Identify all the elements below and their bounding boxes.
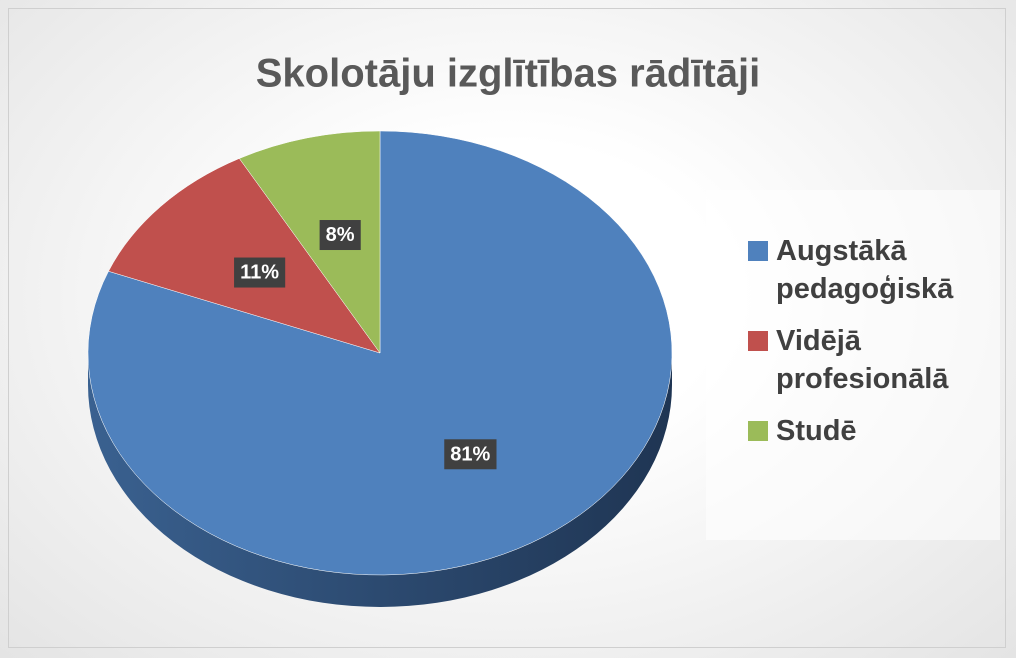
chart-frame <box>8 8 1006 648</box>
slice <box>108 158 381 354</box>
data-label-text: 11% <box>240 262 279 284</box>
legend-label: Vidējā profesionālā <box>776 325 949 395</box>
data-label: 81% <box>444 439 497 470</box>
slice <box>238 130 381 354</box>
legend-item: Studē <box>748 412 1000 450</box>
legend: Augstākā pedagoģiskā Vidējā profesionālā S… <box>706 190 1000 540</box>
data-label-text: 81% <box>450 443 490 465</box>
chart-title: Skolotāju izglītības rādītāji <box>256 52 761 96</box>
legend-label: Studē <box>776 415 857 447</box>
legend-item: Augstākā pedagoģiskā <box>748 232 1000 308</box>
legend-item: Vidējā profesionālā <box>748 322 1000 398</box>
legend-swatch <box>748 331 768 351</box>
data-label-box <box>234 257 286 288</box>
data-label: 8% <box>319 220 361 251</box>
data-label-text: 8% <box>326 224 355 246</box>
data-label-box <box>319 220 361 251</box>
legend-swatch <box>748 241 768 261</box>
data-label-box <box>444 439 497 470</box>
legend-label: Augstākā pedagoģiskā <box>776 235 954 305</box>
legend-swatch <box>748 421 768 441</box>
data-label: 11% <box>234 257 286 288</box>
